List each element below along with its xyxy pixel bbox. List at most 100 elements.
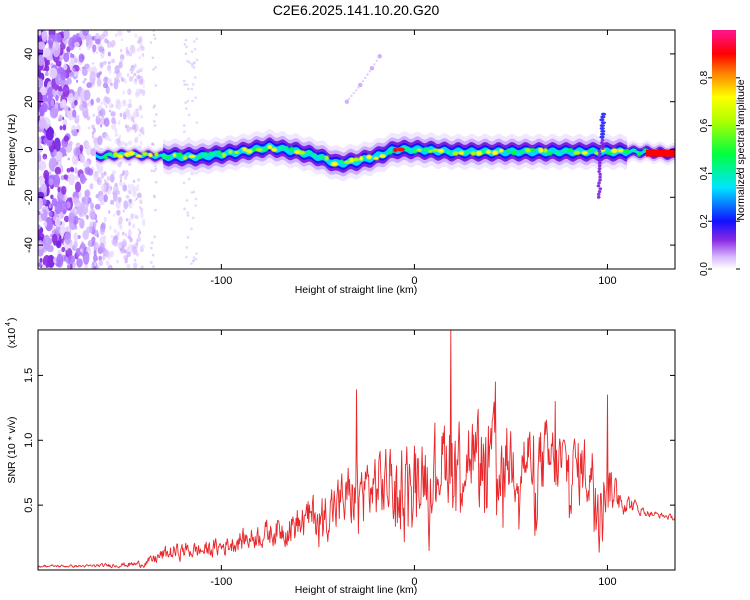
noise-dot [63, 215, 70, 223]
noise-dot [190, 62, 194, 66]
noise-dot [136, 68, 141, 75]
noise-dot [90, 148, 96, 157]
noise-dot [50, 99, 55, 107]
noise-dot [154, 84, 158, 87]
noise-dot [153, 124, 157, 127]
noise-dot [108, 210, 111, 214]
colorbar-tick-label: 0.4 [699, 166, 710, 180]
y-tick-label: -20 [23, 189, 35, 205]
noise-dot [94, 203, 101, 210]
noise-dot [62, 124, 67, 131]
noise-dot [195, 37, 198, 41]
noise-dot [139, 245, 144, 252]
noise-dot [124, 142, 128, 147]
snr-panel: -100 0 100 0.5 1.0 1.5 Height of straight li… [5, 318, 676, 596]
colorbar-tick-label: 0.6 [699, 118, 710, 132]
noise-dot [43, 169, 50, 180]
noise-dot [110, 199, 115, 205]
noise-dot [115, 259, 119, 264]
noise-dot [116, 209, 121, 216]
noise-dot [62, 64, 68, 71]
noise-dot [184, 101, 187, 104]
colorbar-axis: 0.0 0.2 0.4 0.6 0.8 [699, 70, 740, 276]
ridge-hotspot [392, 147, 398, 153]
noise-dot [191, 99, 194, 103]
noise-dot [62, 84, 70, 98]
noise-dot [135, 241, 139, 246]
ridge-hotspot [172, 153, 177, 157]
noise-dot [110, 82, 113, 87]
ridge-hotspot [498, 148, 504, 153]
noise-dot [194, 257, 198, 261]
noise-dot [69, 72, 73, 77]
spike-dot [599, 124, 605, 128]
noise-dot [108, 69, 112, 74]
noise-dot [132, 75, 135, 78]
noise-dot [107, 51, 111, 57]
noise-dot [151, 56, 155, 60]
chart-title: C2E6.2025.141.10.20.G20 [273, 2, 440, 18]
noise-dot [126, 113, 132, 120]
noise-dot [79, 99, 83, 105]
colorbar: 0.0 0.2 0.4 0.6 0.8 Normalized spectral ampl… [699, 30, 747, 276]
noise-dot [130, 70, 134, 75]
noise-dot [75, 79, 79, 83]
noise-dot [78, 191, 82, 199]
ridge-hotspot [379, 154, 386, 158]
noise-dot [133, 246, 138, 255]
ridge-hotspot [630, 148, 637, 152]
ridge-hotspot [538, 147, 544, 153]
noise-dot [48, 178, 54, 186]
noise-dot [42, 234, 51, 251]
noise-dot [67, 157, 71, 161]
noise-dot [84, 140, 90, 148]
noise-dot [87, 66, 93, 73]
noise-dot [86, 82, 92, 88]
noise-dot [86, 45, 91, 51]
noise-dot [139, 205, 142, 209]
spike-dot [600, 121, 606, 125]
noise-dot [38, 54, 45, 66]
x-tick-label: -100 [210, 576, 232, 588]
noise-dot [84, 190, 90, 198]
noise-dot [195, 252, 198, 255]
noise-dot [38, 160, 47, 171]
spike-dot [600, 138, 605, 142]
noise-dot [111, 238, 116, 245]
noise-dot [87, 126, 91, 130]
noise-dot [149, 41, 153, 44]
ridge-hotspot [405, 146, 411, 152]
ridge-hotspot [196, 155, 203, 160]
noise-dot [138, 80, 143, 86]
noise-dot [115, 103, 119, 109]
noise-dot [114, 128, 118, 134]
noise-dot [129, 68, 132, 72]
ridge-hotspot [610, 148, 618, 154]
noise-dot [194, 76, 197, 79]
snr-scale-base: (x10 [6, 328, 18, 349]
noise-dot [186, 214, 190, 217]
noise-dot [96, 176, 102, 186]
noise-dot [150, 241, 154, 245]
ridge-hotspot [510, 150, 517, 156]
spike-dot [600, 112, 607, 116]
noise-dot [114, 121, 117, 125]
noise-dot [132, 179, 136, 183]
noise-dot [142, 85, 146, 88]
noise-dot [82, 80, 86, 84]
noise-dot [113, 192, 118, 202]
noise-dot [52, 88, 56, 96]
noise-dot [97, 115, 101, 119]
noise-dot [61, 99, 67, 108]
noise-dot [190, 50, 194, 53]
noise-dot [185, 45, 188, 49]
noise-dot [60, 200, 68, 215]
noise-dot [86, 226, 93, 234]
noise-dot [186, 211, 190, 214]
noise-dot [123, 200, 129, 210]
ridge-tail [646, 149, 675, 157]
x-tick-label: 100 [598, 275, 616, 287]
noise-dot [137, 228, 141, 232]
spike-dot [597, 190, 602, 194]
